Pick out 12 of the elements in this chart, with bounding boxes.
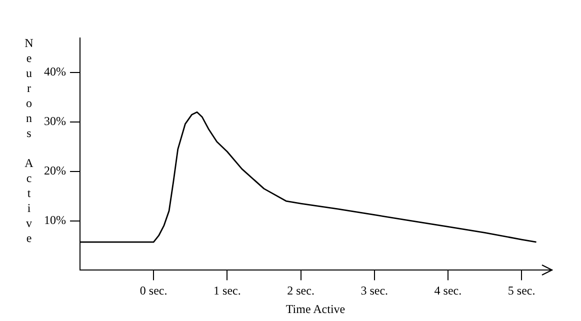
y-tick-label: 10% (44, 212, 66, 227)
x-tick-label: 1 sec. (214, 284, 241, 298)
y-tick-label: 40% (44, 64, 66, 79)
y-tick-label: 30% (44, 114, 66, 128)
x-axis-title: Time Active (286, 302, 346, 316)
x-tick-label: 0 sec. (140, 284, 168, 298)
x-tick-label: 3 sec. (360, 284, 388, 298)
x-tick-label: 4 sec. (434, 284, 462, 298)
x-tick-label: 2 sec. (287, 284, 314, 298)
x-tick-label: 5 sec. (508, 284, 536, 298)
y-tick-label: 20% (44, 164, 66, 178)
y-axis-title: Neurons Active (22, 36, 36, 246)
